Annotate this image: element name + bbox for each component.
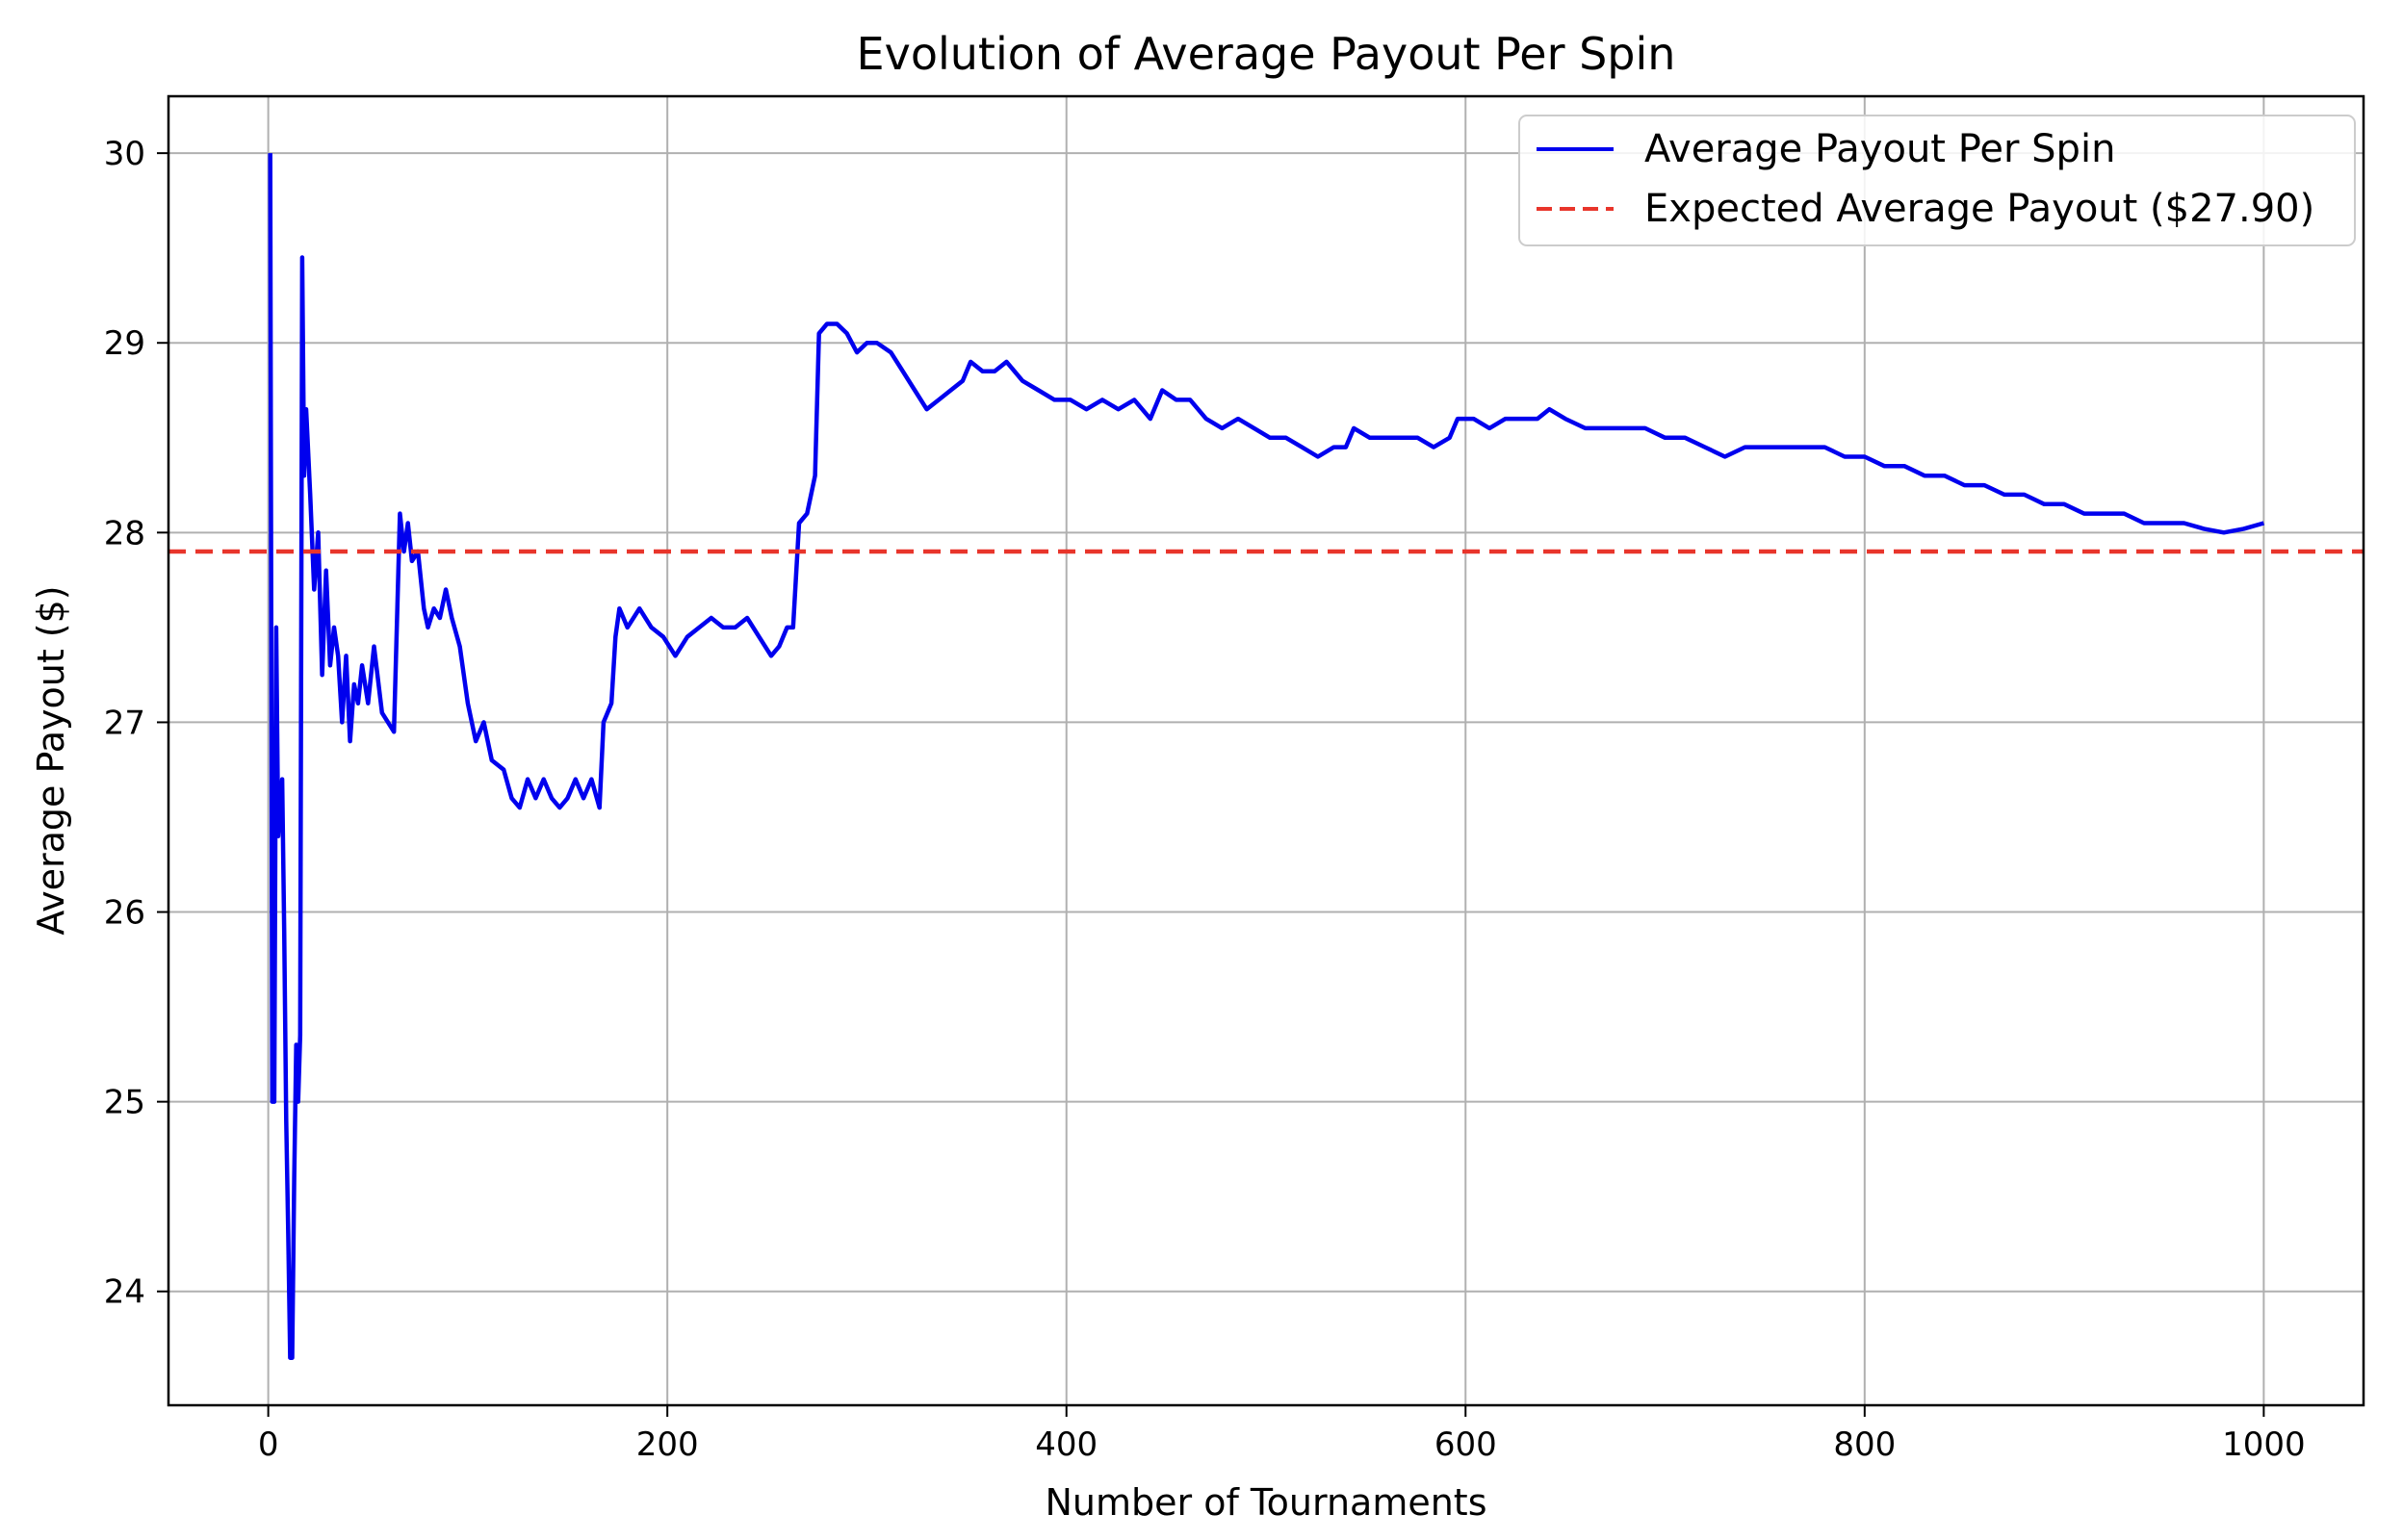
x-tick-label: 0 <box>258 1425 279 1464</box>
series-line-payout <box>268 153 2265 1360</box>
x-tick-label: 800 <box>1833 1425 1896 1464</box>
y-axis-ticks: 24 25 26 27 28 29 30 <box>104 135 168 1312</box>
y-axis-label: Average Payout ($) <box>30 585 72 935</box>
y-tick-label: 28 <box>104 514 145 552</box>
x-axis-label: Number of Tournaments <box>1045 1481 1486 1524</box>
y-tick-label: 27 <box>104 704 145 742</box>
y-tick-label: 24 <box>104 1273 145 1312</box>
x-axis-ticks: 0 200 400 600 800 1000 <box>258 1405 2306 1464</box>
y-tick-label: 29 <box>104 324 145 363</box>
x-tick-label: 400 <box>1035 1425 1098 1464</box>
series <box>168 153 2364 1360</box>
y-tick-label: 25 <box>104 1084 145 1122</box>
x-tick-label: 1000 <box>2222 1425 2306 1464</box>
x-tick-label: 200 <box>636 1425 699 1464</box>
y-tick-label: 30 <box>104 135 145 173</box>
legend-box <box>1518 115 2356 246</box>
chart-title: Evolution of Average Payout Per Spin <box>857 28 1676 80</box>
legend: Average Payout Per Spin Expected Average… <box>1518 115 2356 246</box>
x-tick-label: 600 <box>1434 1425 1497 1464</box>
legend-label-payout: Average Payout Per Spin <box>1644 127 2115 171</box>
plot-area-frame <box>167 94 2365 1407</box>
y-tick-label: 26 <box>104 894 145 933</box>
legend-label-expected: Expected Average Payout ($27.90) <box>1644 187 2314 231</box>
grid <box>168 96 2364 1405</box>
